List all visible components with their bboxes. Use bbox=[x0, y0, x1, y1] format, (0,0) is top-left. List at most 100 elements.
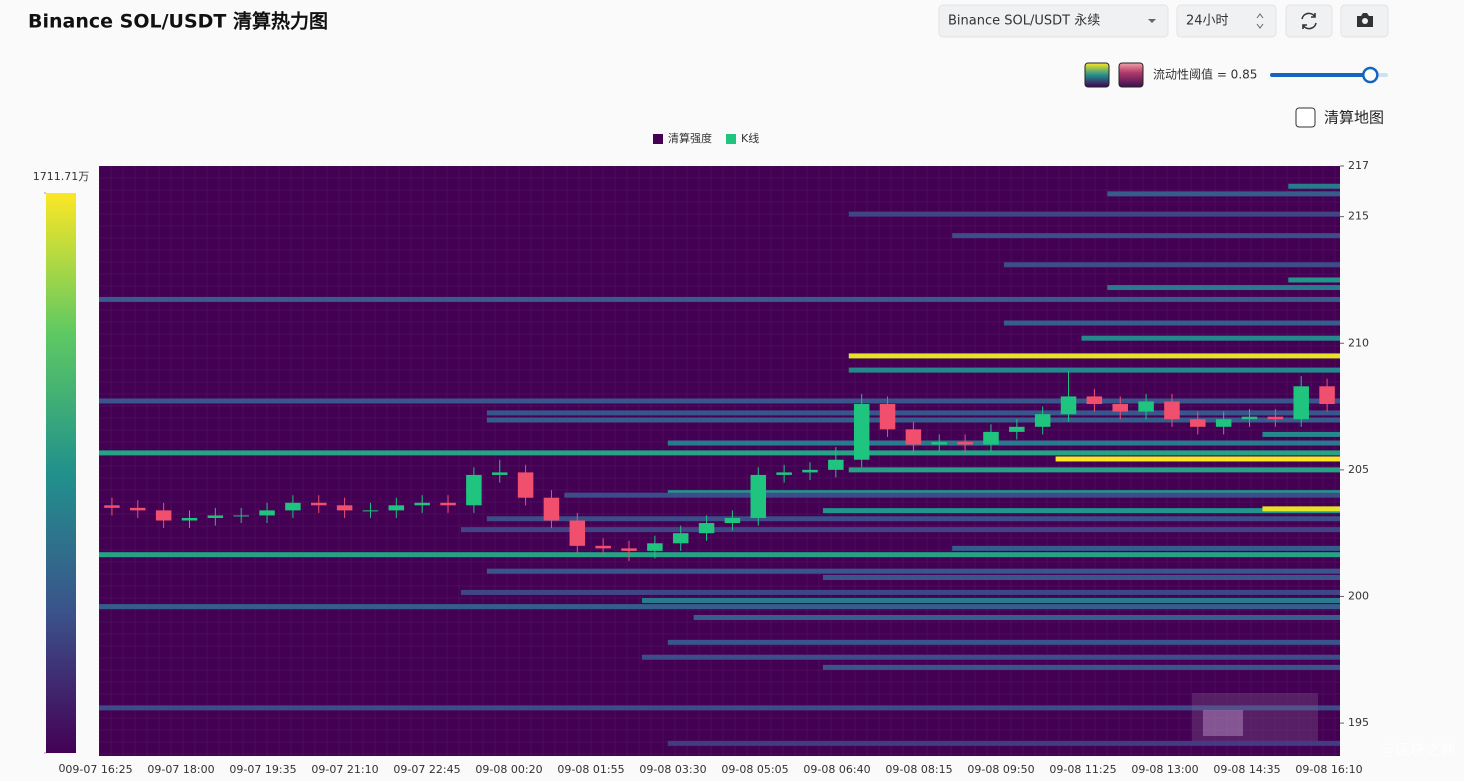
map-checkbox[interactable] bbox=[1295, 107, 1316, 128]
candle-body bbox=[130, 507, 146, 511]
candle-body bbox=[1112, 404, 1128, 412]
candle-body bbox=[750, 474, 767, 518]
candle-body bbox=[543, 497, 560, 521]
candle-body bbox=[233, 515, 249, 517]
candle-body bbox=[1138, 401, 1154, 412]
refresh-button[interactable] bbox=[1285, 4, 1333, 38]
candle-body bbox=[853, 404, 870, 460]
x-tick-label: 09-08 13:00 bbox=[1131, 763, 1198, 776]
candle-body bbox=[931, 442, 948, 445]
liquidation-band bbox=[1003, 262, 1340, 268]
select-arrow bbox=[1148, 19, 1156, 23]
period-select-text: 24小时 bbox=[1186, 14, 1229, 29]
exchange-select-text: Binance SOL/USDT 永续 bbox=[948, 14, 1100, 29]
liquidation-band bbox=[1055, 456, 1340, 462]
legend-swatch bbox=[726, 134, 736, 144]
legend-label: K线 bbox=[741, 131, 759, 145]
threshold-label: 流动性阈值 = 0.85 bbox=[1153, 67, 1257, 82]
liquidation-band bbox=[1262, 431, 1340, 437]
candle-body bbox=[440, 502, 456, 506]
candle-body bbox=[466, 474, 482, 506]
refresh-icon bbox=[1301, 12, 1317, 30]
liquidation-band bbox=[667, 440, 1340, 446]
candle-body bbox=[672, 533, 689, 544]
x-tick-label: 09-08 05:05 bbox=[721, 763, 788, 776]
candle-body bbox=[517, 472, 534, 498]
candle-body bbox=[259, 510, 275, 516]
liquidation-band bbox=[99, 604, 1340, 610]
candle-body bbox=[621, 548, 637, 551]
liquidation-band bbox=[99, 450, 1340, 456]
candle-body bbox=[1215, 419, 1232, 427]
liquidation-band bbox=[848, 467, 1340, 473]
x-tick-label: 09-08 09:50 bbox=[967, 763, 1034, 776]
y-tick-label: 195 bbox=[1348, 716, 1369, 729]
liquidation-band bbox=[848, 211, 1340, 217]
candle-body bbox=[1319, 386, 1335, 405]
blur-overlay bbox=[1203, 710, 1243, 736]
blur-overlay bbox=[1192, 693, 1318, 741]
y-tick-label: 217 bbox=[1348, 159, 1369, 172]
legend-swatch bbox=[653, 134, 663, 144]
candle-body bbox=[388, 505, 405, 511]
candle-body bbox=[1060, 396, 1077, 415]
period-select[interactable] bbox=[1176, 4, 1277, 38]
y-tick-label: 200 bbox=[1348, 589, 1369, 602]
liquidation-band bbox=[1003, 320, 1340, 326]
liquidation-band bbox=[486, 417, 1340, 423]
y-tick-label: 215 bbox=[1348, 210, 1369, 223]
liquidation-band bbox=[486, 410, 1340, 416]
exchange-select[interactable] bbox=[938, 4, 1169, 38]
liquidation-band bbox=[641, 598, 1340, 604]
y-tick-label: 210 bbox=[1348, 336, 1369, 349]
liquidation-band bbox=[848, 367, 1340, 373]
liquidation-band bbox=[460, 527, 1340, 533]
y-tick-label: 205 bbox=[1348, 463, 1369, 476]
candle-body bbox=[1164, 401, 1180, 420]
x-tick-label: 09-07 21:10 bbox=[311, 763, 378, 776]
liquidation-band bbox=[822, 508, 1340, 514]
liquidation-band bbox=[99, 705, 1340, 711]
candle-body bbox=[362, 510, 379, 512]
x-tick-label: 09-07 18:00 bbox=[147, 763, 214, 776]
x-tick-label: 09-08 11:25 bbox=[1049, 763, 1116, 776]
liquidation-band bbox=[667, 740, 1340, 746]
x-tick-label: 09-07 16:25 bbox=[65, 763, 132, 776]
candle-body bbox=[1034, 414, 1051, 427]
slider-knob[interactable] bbox=[1362, 66, 1379, 84]
candle-body bbox=[802, 469, 818, 473]
liquidation-band bbox=[99, 296, 1340, 302]
candle-body bbox=[724, 517, 741, 524]
candle-body bbox=[207, 515, 224, 518]
liquidation-band bbox=[848, 353, 1340, 359]
candle-body bbox=[905, 429, 922, 445]
liquidation-band bbox=[99, 552, 1340, 558]
liquidation-band bbox=[952, 545, 1340, 551]
watermark: @区块之神 bbox=[1380, 741, 1455, 759]
candle-body bbox=[879, 404, 896, 430]
candle-body bbox=[1009, 426, 1025, 432]
liquidation-band bbox=[1288, 183, 1340, 189]
liquidation-band bbox=[822, 664, 1340, 670]
liquidation-band bbox=[1081, 335, 1340, 341]
candle-body bbox=[569, 520, 586, 546]
candle-body bbox=[828, 459, 844, 470]
candle-body bbox=[1293, 386, 1309, 420]
candle-body bbox=[311, 502, 327, 506]
slider-fill bbox=[1270, 73, 1371, 77]
candle-body bbox=[1267, 416, 1284, 420]
liquidation-band bbox=[460, 589, 1340, 595]
liquidation-band bbox=[99, 398, 1340, 404]
color-scheme-viridis[interactable] bbox=[1084, 62, 1110, 88]
liquidation-band bbox=[486, 568, 1340, 574]
liquidation-band bbox=[486, 516, 1340, 522]
liquidation-band bbox=[1288, 277, 1340, 283]
color-scheme-magma[interactable] bbox=[1118, 62, 1144, 88]
liquidation-band bbox=[667, 490, 1340, 496]
candle-body bbox=[104, 505, 120, 508]
colorbar-label: 1711.71万 bbox=[33, 170, 90, 183]
x-tick-label: 09-08 03:30 bbox=[639, 763, 706, 776]
candle-body bbox=[647, 543, 663, 551]
